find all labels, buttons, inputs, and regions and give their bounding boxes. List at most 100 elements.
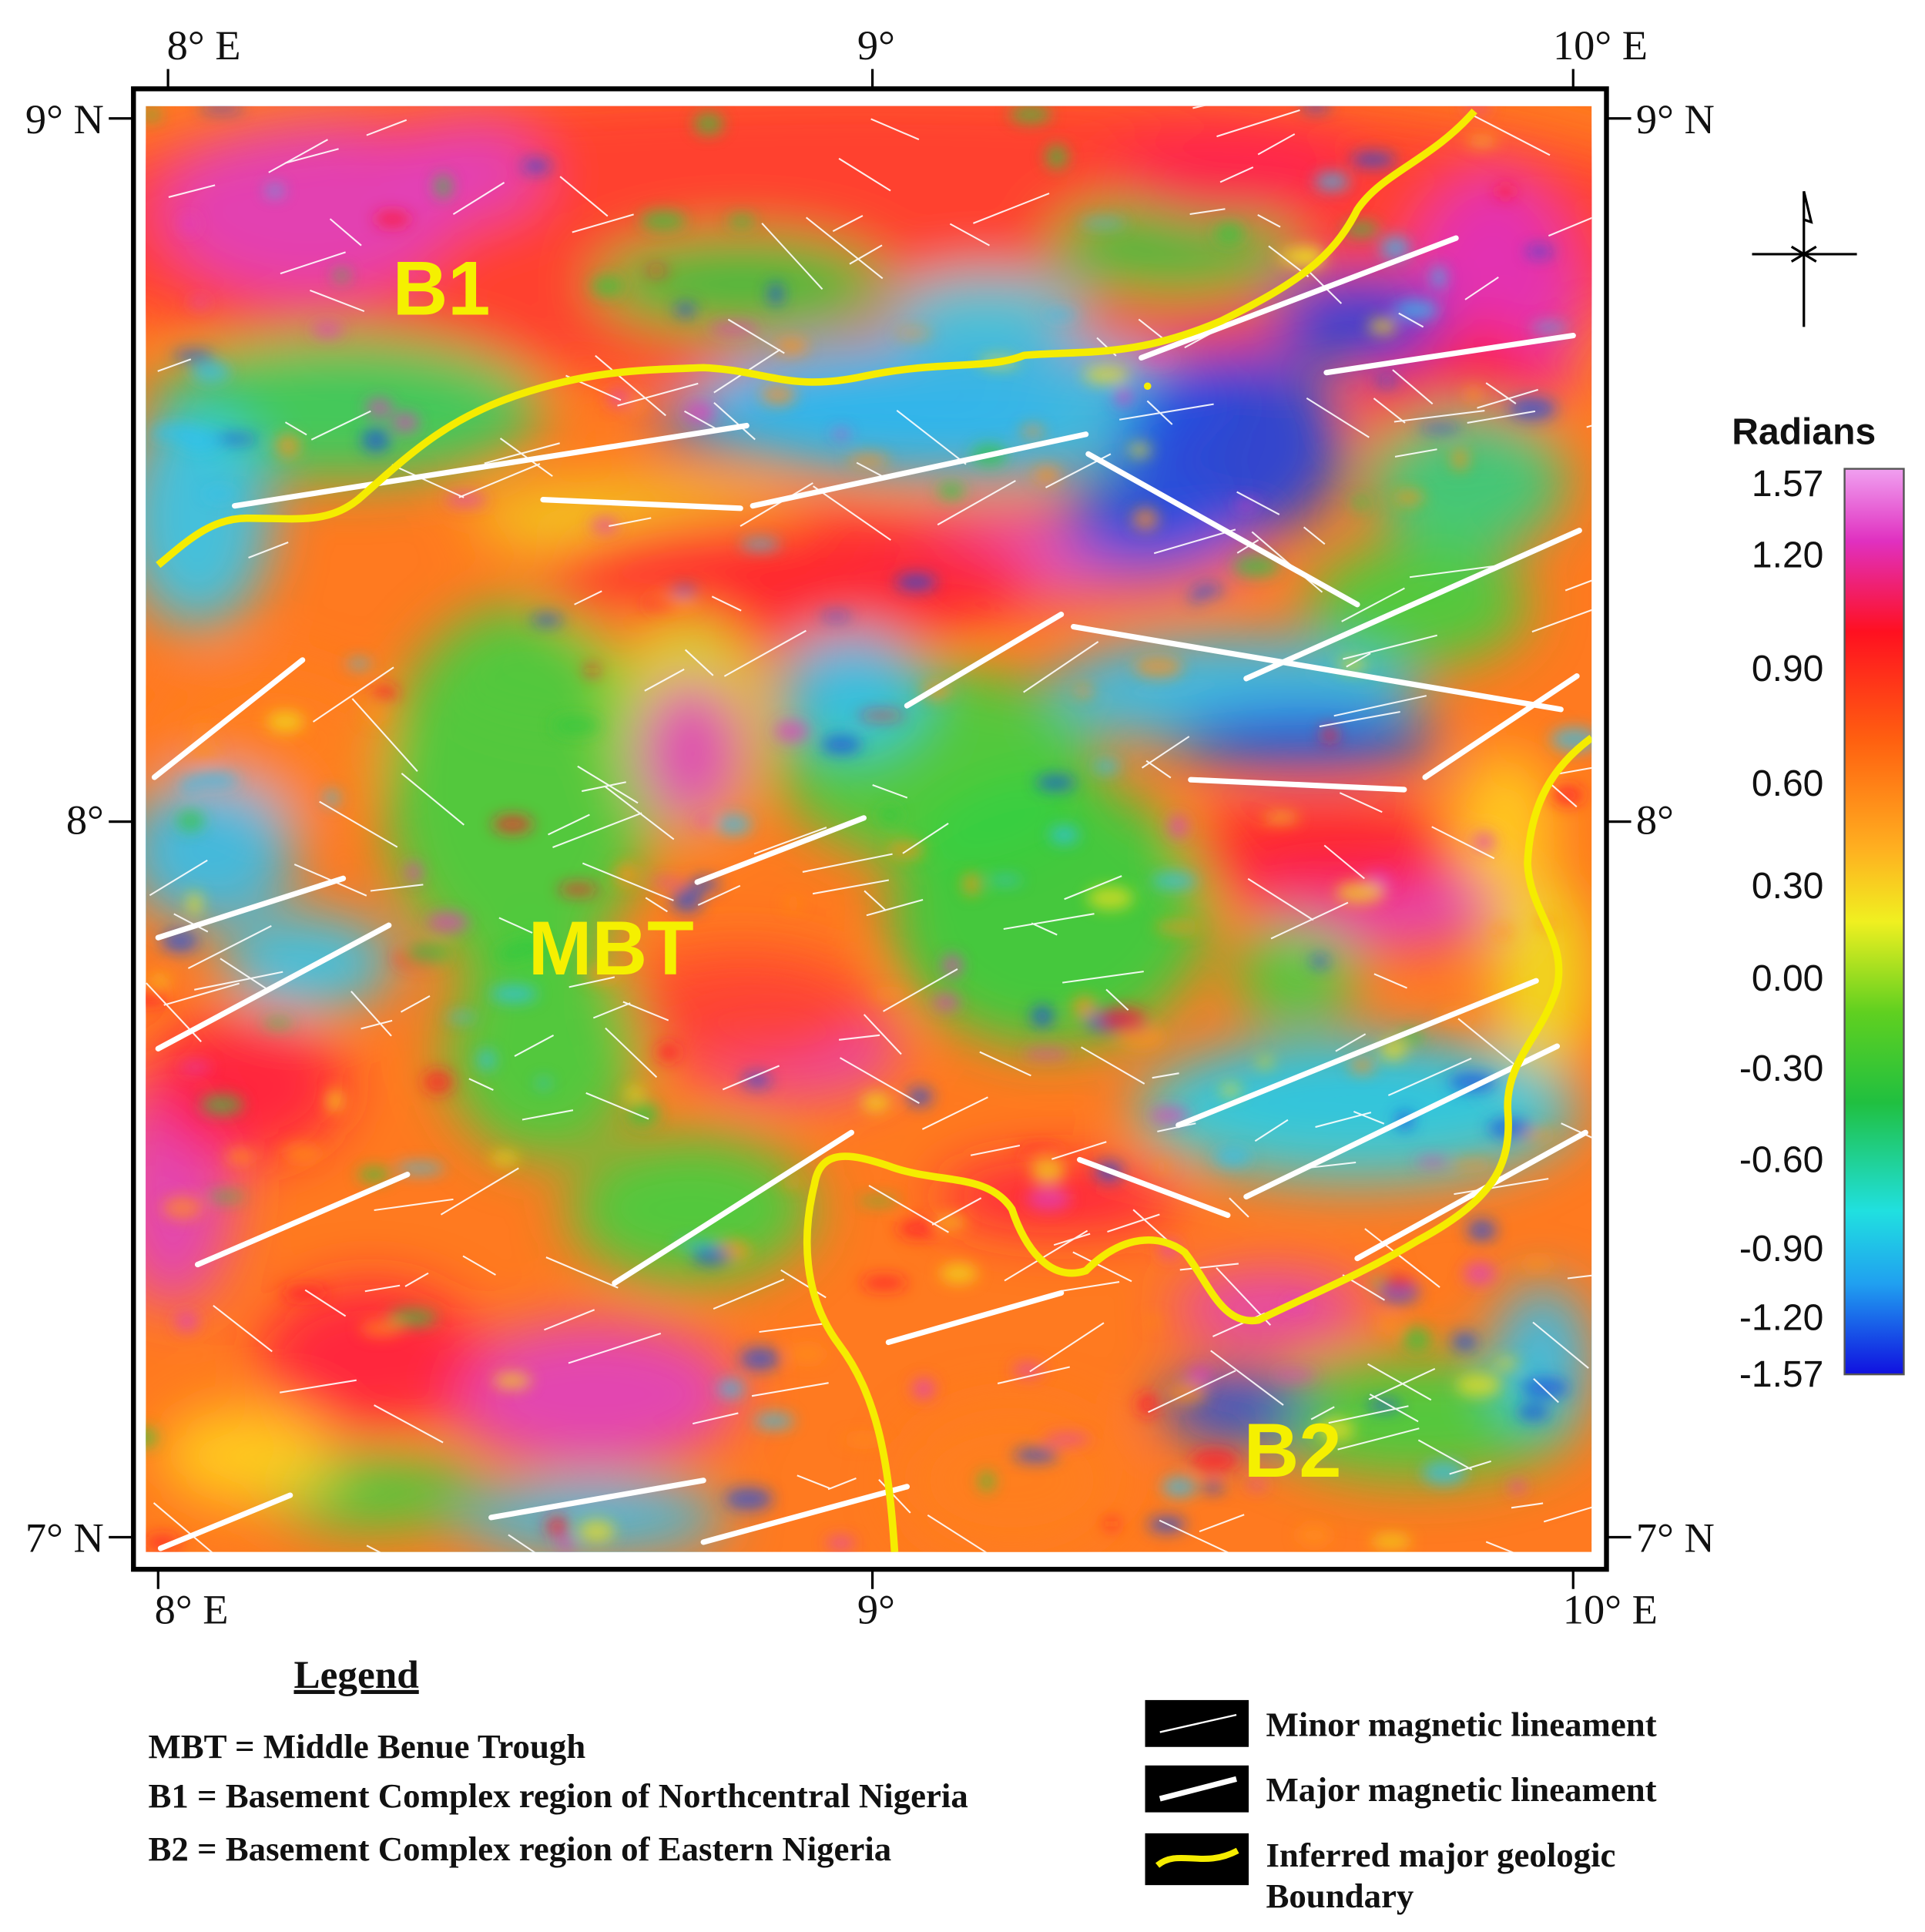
texture-spot <box>709 322 759 334</box>
texture-spot <box>615 863 639 887</box>
minor-lineament <box>1485 1541 1514 1552</box>
texture-spot <box>1314 172 1350 191</box>
minor-lineament <box>872 783 908 799</box>
texture-spot <box>1042 310 1078 320</box>
texture-spot <box>1418 424 1462 433</box>
texture-spot <box>887 841 924 858</box>
minor-lineament <box>582 781 626 793</box>
texture-spot <box>780 1177 804 1187</box>
colorbar-title: Radians <box>1732 412 1876 453</box>
minor-lineament <box>1031 922 1058 936</box>
texture-spot <box>366 398 393 418</box>
texture-spot <box>492 1372 532 1389</box>
color-patch <box>1135 1036 1580 1185</box>
texture-spot <box>1104 1518 1119 1530</box>
texture-spot <box>1193 585 1223 596</box>
texture-spot <box>684 402 715 424</box>
texture-spot <box>530 614 564 626</box>
texture-spot <box>265 185 284 196</box>
minor-lineament <box>284 421 307 436</box>
minor-lineament <box>279 1379 357 1394</box>
colorbar-label: -0.90 <box>1739 1229 1823 1270</box>
texture-spot <box>1045 144 1068 169</box>
color-patch <box>146 407 272 629</box>
minor-lineament <box>1119 403 1214 421</box>
minor-lineament <box>220 958 269 991</box>
texture-spot <box>1521 1377 1569 1398</box>
texture-spot <box>333 269 350 282</box>
texture-spot <box>1351 497 1370 508</box>
minor-lineament <box>1337 1427 1420 1451</box>
minor-lineament <box>468 1078 494 1091</box>
minor-lineament <box>157 358 192 372</box>
legend-abbreviation: B1 = Basement Complex region of Northcen… <box>148 1776 968 1815</box>
texture-spot <box>1403 1327 1430 1352</box>
texture-spot <box>536 1078 552 1088</box>
minor-lineament <box>1417 1439 1473 1471</box>
texture-spot <box>783 898 803 909</box>
minor-lineament <box>1533 1378 1559 1404</box>
frame-ticks <box>109 69 1632 1589</box>
texture-spot <box>650 878 685 887</box>
axis-label: 9° N <box>1636 96 1715 143</box>
texture-spot <box>978 1471 995 1491</box>
texture-spot <box>1012 1363 1044 1377</box>
minor-lineament <box>684 649 714 676</box>
minor-lineament <box>1353 1110 1385 1125</box>
minor-lineament <box>559 176 609 217</box>
texture-spot <box>1010 106 1051 123</box>
texture-spot <box>1071 995 1097 1019</box>
texture-spot <box>1393 300 1439 320</box>
texture-spot <box>1376 376 1397 387</box>
texture-spot <box>692 1247 731 1266</box>
texture-spot <box>1049 826 1079 844</box>
texture-spot <box>1451 1332 1478 1352</box>
minor-lineament <box>280 251 346 275</box>
legend-symbol-line <box>1155 1847 1239 1868</box>
texture-spot <box>427 912 469 932</box>
minor-lineament <box>1532 1321 1589 1369</box>
minor-lineament <box>1062 971 1144 984</box>
texture-spot <box>1087 886 1134 910</box>
texture-spot <box>311 323 344 337</box>
colorbar-label: -0.60 <box>1739 1139 1823 1180</box>
texture-spot <box>146 990 169 1006</box>
texture-spot <box>146 109 161 121</box>
colorbar-label: 0.30 <box>1752 866 1823 907</box>
color-patch <box>1493 1283 1592 1431</box>
minor-lineament <box>1531 609 1592 633</box>
minor-lineament <box>1346 652 1371 668</box>
texture-spot <box>743 1072 772 1088</box>
texture-spot <box>1214 1147 1252 1167</box>
map-frame <box>131 86 1609 1572</box>
minor-lineament <box>1328 1405 1409 1424</box>
minor-lineament <box>796 1474 830 1490</box>
texture-spot <box>357 1166 391 1182</box>
minor-lineament <box>319 800 398 848</box>
colorbar-label: -0.30 <box>1739 1048 1823 1089</box>
axis-label: 7° N <box>25 1514 104 1561</box>
minor-lineament <box>268 139 328 173</box>
texture-spot <box>1494 1358 1518 1370</box>
texture-spot <box>740 538 780 550</box>
texture-spot <box>1083 366 1129 384</box>
minor-lineament <box>1548 216 1592 237</box>
texture-spot <box>1450 1160 1494 1169</box>
minor-lineament <box>1335 1033 1367 1052</box>
minor-lineament <box>827 1478 857 1491</box>
minor-lineament <box>400 995 431 1013</box>
texture-spot <box>833 429 850 439</box>
minor-lineament <box>1561 1122 1592 1139</box>
texture-spot <box>371 685 399 700</box>
texture-spot <box>936 1216 968 1227</box>
minor-lineament <box>931 1197 982 1226</box>
minor-lineament <box>644 668 685 692</box>
texture-spot <box>180 1062 211 1072</box>
colorbar-label: 0.90 <box>1752 649 1823 689</box>
minor-lineament <box>1210 1350 1284 1406</box>
minor-lineaments <box>146 106 1592 1552</box>
texture-spot <box>962 873 981 896</box>
texture-spot <box>1022 1049 1071 1058</box>
texture-spot <box>897 1219 941 1239</box>
minor-lineament <box>1368 1367 1436 1400</box>
